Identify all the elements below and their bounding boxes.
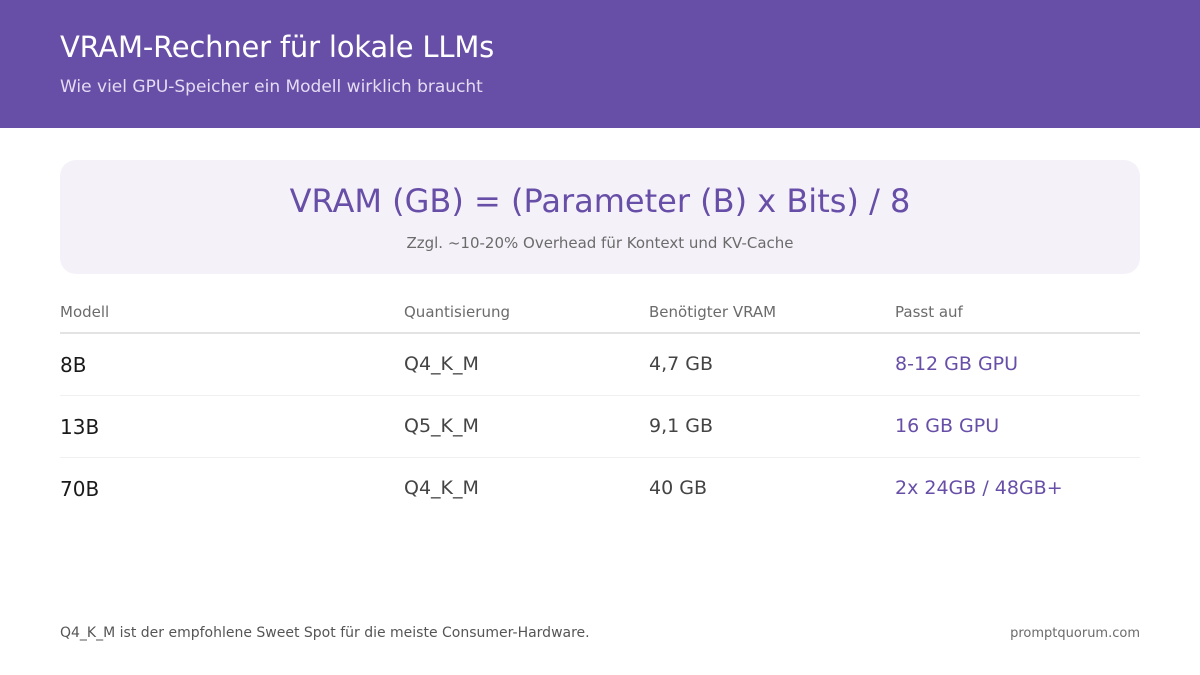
table-row: 13B Q5_K_M 9,1 GB 16 GB GPU (60, 396, 1140, 458)
header-vram: Benötigter VRAM (649, 303, 777, 321)
page-subtitle: Wie viel GPU-Speicher ein Modell wirklic… (60, 77, 483, 97)
formula-card: VRAM (GB) = (Parameter (B) x Bits) / 8 Z… (60, 160, 1140, 274)
table-header-row: Modell Quantisierung Benötigter VRAM Pas… (60, 300, 1140, 334)
formula-text: VRAM (GB) = (Parameter (B) x Bits) / 8 (289, 182, 911, 220)
cell-vram: 4,7 GB (649, 353, 714, 375)
footer-note: Q4_K_M ist der empfohlene Sweet Spot für… (60, 625, 590, 641)
cell-model: 13B (60, 415, 100, 439)
cell-vram: 40 GB (649, 477, 707, 499)
formula-note: Zzgl. ~10-20% Overhead für Kontext und K… (406, 234, 794, 252)
table-row: 70B Q4_K_M 40 GB 2x 24GB / 48GB+ (60, 458, 1140, 519)
header-model: Modell (60, 303, 110, 321)
table-row: 8B Q4_K_M 4,7 GB 8-12 GB GPU (60, 334, 1140, 396)
cell-quantization: Q4_K_M (404, 477, 479, 499)
header-fits-on: Passt auf (895, 303, 963, 321)
header-quantization: Quantisierung (404, 303, 510, 321)
footer-brand: promptquorum.com (1010, 626, 1140, 641)
cell-vram: 9,1 GB (649, 415, 714, 437)
vram-table: Modell Quantisierung Benötigter VRAM Pas… (60, 300, 1140, 519)
cell-fits-on: 8-12 GB GPU (895, 353, 1019, 375)
cell-quantization: Q5_K_M (404, 415, 479, 437)
cell-quantization: Q4_K_M (404, 353, 479, 375)
header-banner: VRAM-Rechner für lokale LLMs Wie viel GP… (0, 0, 1200, 128)
cell-fits-on: 2x 24GB / 48GB+ (895, 477, 1063, 499)
cell-fits-on: 16 GB GPU (895, 415, 1000, 437)
cell-model: 70B (60, 477, 100, 501)
page-title: VRAM-Rechner für lokale LLMs (60, 30, 495, 64)
cell-model: 8B (60, 353, 87, 377)
